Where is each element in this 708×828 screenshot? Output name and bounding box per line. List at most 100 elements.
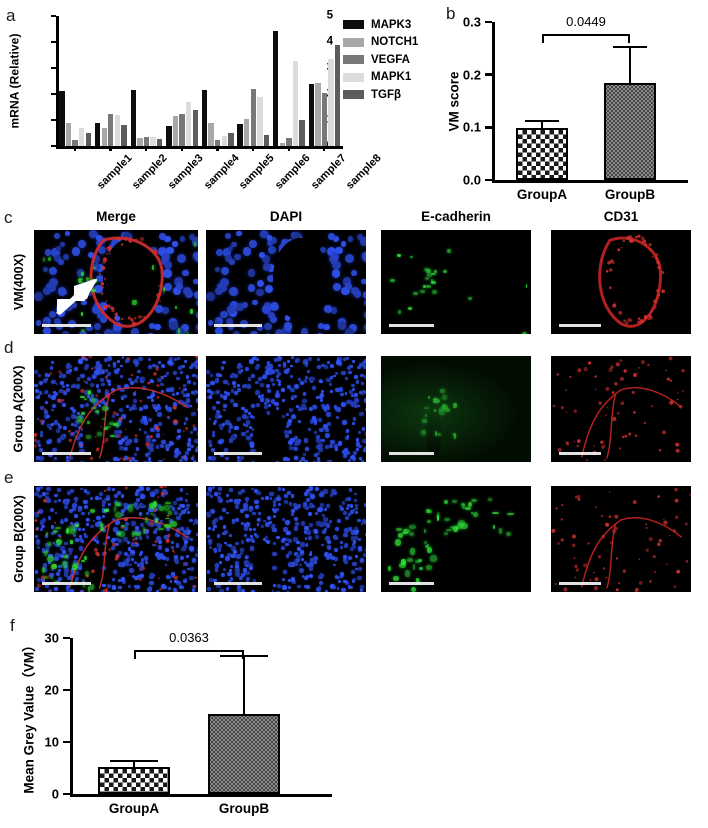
scale-bar <box>389 582 434 585</box>
dapi-nucleus <box>283 526 288 532</box>
dapi-nucleus <box>338 580 342 583</box>
dapi-nucleus <box>227 382 230 386</box>
dapi-nucleus <box>341 286 350 296</box>
dapi-nucleus <box>252 448 256 452</box>
dapi-nucleus <box>237 588 242 592</box>
dapi-nucleus <box>300 521 306 526</box>
cd31-punctum <box>610 365 614 370</box>
dapi-nucleus <box>146 487 151 492</box>
dapi-nucleus <box>191 237 198 246</box>
dapi-nucleus <box>347 497 352 502</box>
dapi-nucleus <box>105 368 109 372</box>
dapi-nucleus <box>128 419 132 423</box>
dapi-nucleus <box>180 527 184 531</box>
dapi-nucleus <box>326 545 332 550</box>
cd31-punctum <box>605 386 610 391</box>
dapi-nucleus <box>321 543 324 547</box>
dapi-nucleus <box>57 534 61 538</box>
dapi-nucleus <box>112 456 118 462</box>
dapi-nucleus <box>194 438 198 443</box>
dapi-nucleus <box>328 554 333 559</box>
dapi-nucleus <box>134 459 139 462</box>
e-cadherin-signal <box>169 520 177 527</box>
dapi-nucleus <box>54 499 58 503</box>
cd31-punctum <box>117 434 122 438</box>
dapi-nucleus <box>94 284 103 294</box>
panel-b-significance-bracket-tick <box>542 34 545 43</box>
dapi-nucleus <box>246 435 251 441</box>
dapi-nucleus <box>118 579 122 583</box>
dapi-nucleus <box>222 395 228 400</box>
dapi-nucleus <box>150 492 155 498</box>
cd31-punctum <box>154 252 158 255</box>
panel-a-x-tick <box>323 146 326 151</box>
dapi-nucleus <box>235 541 239 546</box>
cd31-punctum <box>36 511 40 515</box>
cd31-punctum <box>573 409 577 413</box>
dapi-nucleus <box>161 252 170 261</box>
panel-b-error-bar-groupb <box>628 45 632 83</box>
dapi-nucleus <box>359 363 364 367</box>
panel-f-error-cap-groupa <box>110 759 158 763</box>
dapi-nucleus <box>285 538 289 542</box>
dapi-nucleus <box>66 364 71 369</box>
dapi-nucleus <box>64 499 69 505</box>
dapi-nucleus <box>287 429 292 434</box>
e-cadherin-signal <box>158 506 164 512</box>
dapi-nucleus <box>186 531 190 535</box>
cd31-punctum <box>163 486 168 489</box>
dapi-nucleus <box>324 527 328 532</box>
dapi-nucleus <box>222 422 226 427</box>
cd31-punctum <box>102 370 105 373</box>
dapi-nucleus <box>228 579 232 583</box>
dapi-nucleus <box>153 521 159 526</box>
e-cadherin-signal <box>142 527 145 534</box>
dapi-nucleus <box>317 417 322 422</box>
dapi-nucleus <box>193 278 198 285</box>
dapi-nucleus <box>70 588 75 592</box>
dapi-nucleus <box>293 561 299 567</box>
dapi-nucleus <box>111 585 117 590</box>
dapi-nucleus <box>191 588 195 592</box>
dapi-nucleus <box>107 583 111 588</box>
dapi-nucleus <box>56 245 62 251</box>
dapi-nucleus <box>182 270 189 277</box>
dapi-nucleus <box>174 555 179 560</box>
dapi-nucleus <box>80 487 84 491</box>
dapi-nucleus <box>184 451 189 456</box>
dapi-nucleus <box>344 377 349 381</box>
dapi-nucleus <box>359 584 365 590</box>
cd31-punctum <box>173 575 178 580</box>
dapi-nucleus <box>353 526 358 531</box>
dapi-nucleus <box>225 317 233 325</box>
cd31-punctum <box>633 411 636 414</box>
dapi-nucleus <box>343 449 348 455</box>
dapi-nucleus <box>172 587 178 592</box>
dapi-nucleus <box>214 286 223 296</box>
dapi-nucleus <box>348 555 353 561</box>
dapi-nucleus <box>184 577 188 581</box>
dapi-nucleus <box>239 547 245 553</box>
dapi-nucleus <box>332 261 341 270</box>
dapi-nucleus <box>124 359 129 364</box>
cd31-punctum <box>574 564 578 569</box>
dapi-nucleus <box>34 369 39 375</box>
cd31-punctum <box>637 317 641 320</box>
cd31-punctum <box>617 249 620 252</box>
cd31-punctum <box>127 574 129 577</box>
dapi-nucleus <box>117 418 122 424</box>
dapi-nucleus <box>42 286 52 296</box>
cd31-punctum <box>657 265 661 270</box>
dapi-nucleus <box>245 366 250 372</box>
dapi-nucleus <box>341 371 346 376</box>
dapi-nucleus <box>333 405 338 409</box>
dapi-nucleus <box>289 408 293 412</box>
dapi-nucleus <box>268 364 273 369</box>
cd31-punctum <box>154 540 158 543</box>
dapi-nucleus <box>41 419 45 423</box>
cd31-punctum <box>583 366 588 372</box>
dapi-nucleus <box>159 233 167 241</box>
dapi-nucleus <box>59 241 66 248</box>
e-cadherin-signal <box>404 528 410 533</box>
dapi-nucleus <box>324 365 329 370</box>
